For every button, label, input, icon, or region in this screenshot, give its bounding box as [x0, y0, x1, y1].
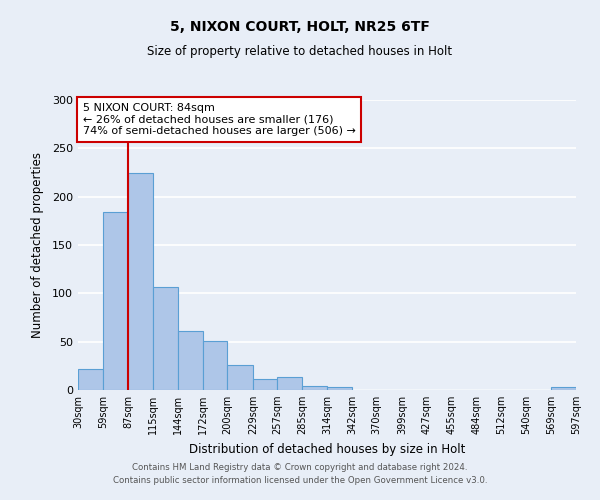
Bar — [203, 340, 227, 390]
Bar — [227, 365, 253, 390]
Text: 5 NIXON COURT: 84sqm
← 26% of detached houses are smaller (176)
74% of semi-deta: 5 NIXON COURT: 84sqm ← 26% of detached h… — [83, 103, 356, 136]
X-axis label: Distribution of detached houses by size in Holt: Distribution of detached houses by size … — [189, 442, 465, 456]
Bar — [128, 174, 152, 390]
Bar — [178, 331, 203, 390]
Bar — [277, 378, 302, 390]
Bar — [103, 212, 128, 390]
Bar — [551, 387, 576, 390]
Text: Size of property relative to detached houses in Holt: Size of property relative to detached ho… — [148, 45, 452, 58]
Y-axis label: Number of detached properties: Number of detached properties — [31, 152, 44, 338]
Text: Contains HM Land Registry data © Crown copyright and database right 2024.
Contai: Contains HM Land Registry data © Crown c… — [113, 464, 487, 485]
Bar — [302, 386, 328, 390]
Bar — [328, 387, 352, 390]
Text: 5, NIXON COURT, HOLT, NR25 6TF: 5, NIXON COURT, HOLT, NR25 6TF — [170, 20, 430, 34]
Bar — [152, 286, 178, 390]
Bar — [253, 380, 277, 390]
Bar — [78, 368, 103, 390]
